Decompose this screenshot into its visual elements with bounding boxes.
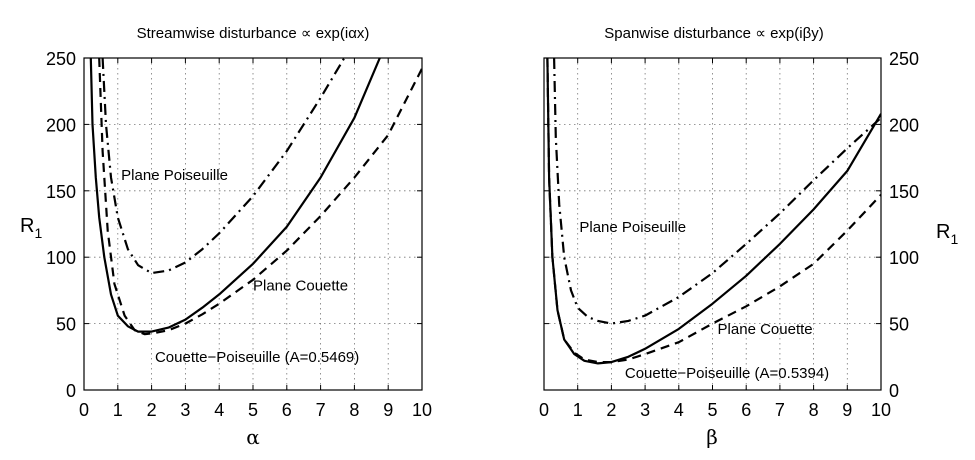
y-tick-label: 0 — [66, 381, 76, 401]
x-tick-label: 7 — [316, 400, 326, 420]
streamwise-panel: Streamwise disturbance ∝ exp(iαx) α R1 0… — [20, 25, 432, 449]
x-axis-label: β — [706, 425, 718, 449]
y-tick-label: 150 — [46, 182, 76, 202]
y-axis-label: R1 — [936, 221, 958, 247]
x-tick-label: 5 — [248, 400, 258, 420]
y-tick-label: 0 — [889, 381, 899, 401]
x-tick-label: 1 — [113, 400, 123, 420]
x-tick-label: 2 — [147, 400, 157, 420]
y-axis-label-sub: 1 — [950, 231, 958, 247]
chart-title: Streamwise disturbance ∝ exp(iαx) — [137, 25, 370, 42]
x-tick-label: 5 — [707, 400, 717, 420]
y-tick-label: 250 — [889, 49, 919, 69]
x-tick-label: 10 — [871, 400, 891, 420]
curve-annotation: Plane Couette — [718, 321, 813, 338]
series-line-dashed — [546, 58, 881, 364]
x-tick-label: 9 — [383, 400, 393, 420]
x-tick-label: 0 — [79, 400, 89, 420]
y-axis-label-main: R — [936, 221, 950, 243]
y-tick-label: 250 — [46, 49, 76, 69]
series-line-dashdot — [101, 58, 346, 275]
x-tick-label: 6 — [282, 400, 292, 420]
x-tick-label: 0 — [539, 400, 549, 420]
series-line-solid — [546, 58, 881, 365]
chart-title: Spanwise disturbance ∝ exp(iβy) — [604, 25, 823, 42]
x-tick-label: 3 — [640, 400, 650, 420]
curve-annotation: Couette−Poiseuille (A=0.5394) — [625, 365, 829, 382]
x-tick-label: 6 — [741, 400, 751, 420]
x-tick-label: 8 — [809, 400, 819, 420]
series-line-dashdot — [553, 58, 881, 325]
y-tick-label: 200 — [46, 115, 76, 135]
x-tick-label: 9 — [842, 400, 852, 420]
x-axis-label: α — [246, 425, 260, 449]
x-tick-label: 10 — [412, 400, 432, 420]
series-line-dashed — [98, 58, 422, 336]
y-tick-label: 150 — [889, 182, 919, 202]
curve-annotation: Plane Poiseuille — [579, 219, 686, 236]
x-tick-label: 2 — [606, 400, 616, 420]
y-tick-label: 100 — [46, 248, 76, 268]
curve-annotation: Plane Couette — [253, 277, 348, 294]
x-tick-label: 1 — [573, 400, 583, 420]
x-tick-label: 8 — [349, 400, 359, 420]
y-tick-label: 100 — [889, 248, 919, 268]
x-tick-label: 3 — [180, 400, 190, 420]
series-line-solid — [89, 58, 381, 333]
x-tick-label: 7 — [775, 400, 785, 420]
x-tick-label: 4 — [674, 400, 684, 420]
y-axis-label: R1 — [20, 215, 42, 241]
curve-annotation: Plane Poiseuille — [121, 167, 228, 184]
x-tick-label: 4 — [214, 400, 224, 420]
curve-annotation: Couette−Poiseuille (A=0.5469) — [155, 349, 359, 366]
y-tick-label: 50 — [56, 315, 76, 335]
y-tick-label: 200 — [889, 115, 919, 135]
y-axis-label-sub: 1 — [34, 225, 42, 241]
y-axis-label-main: R — [20, 215, 34, 237]
y-tick-label: 50 — [889, 315, 909, 335]
